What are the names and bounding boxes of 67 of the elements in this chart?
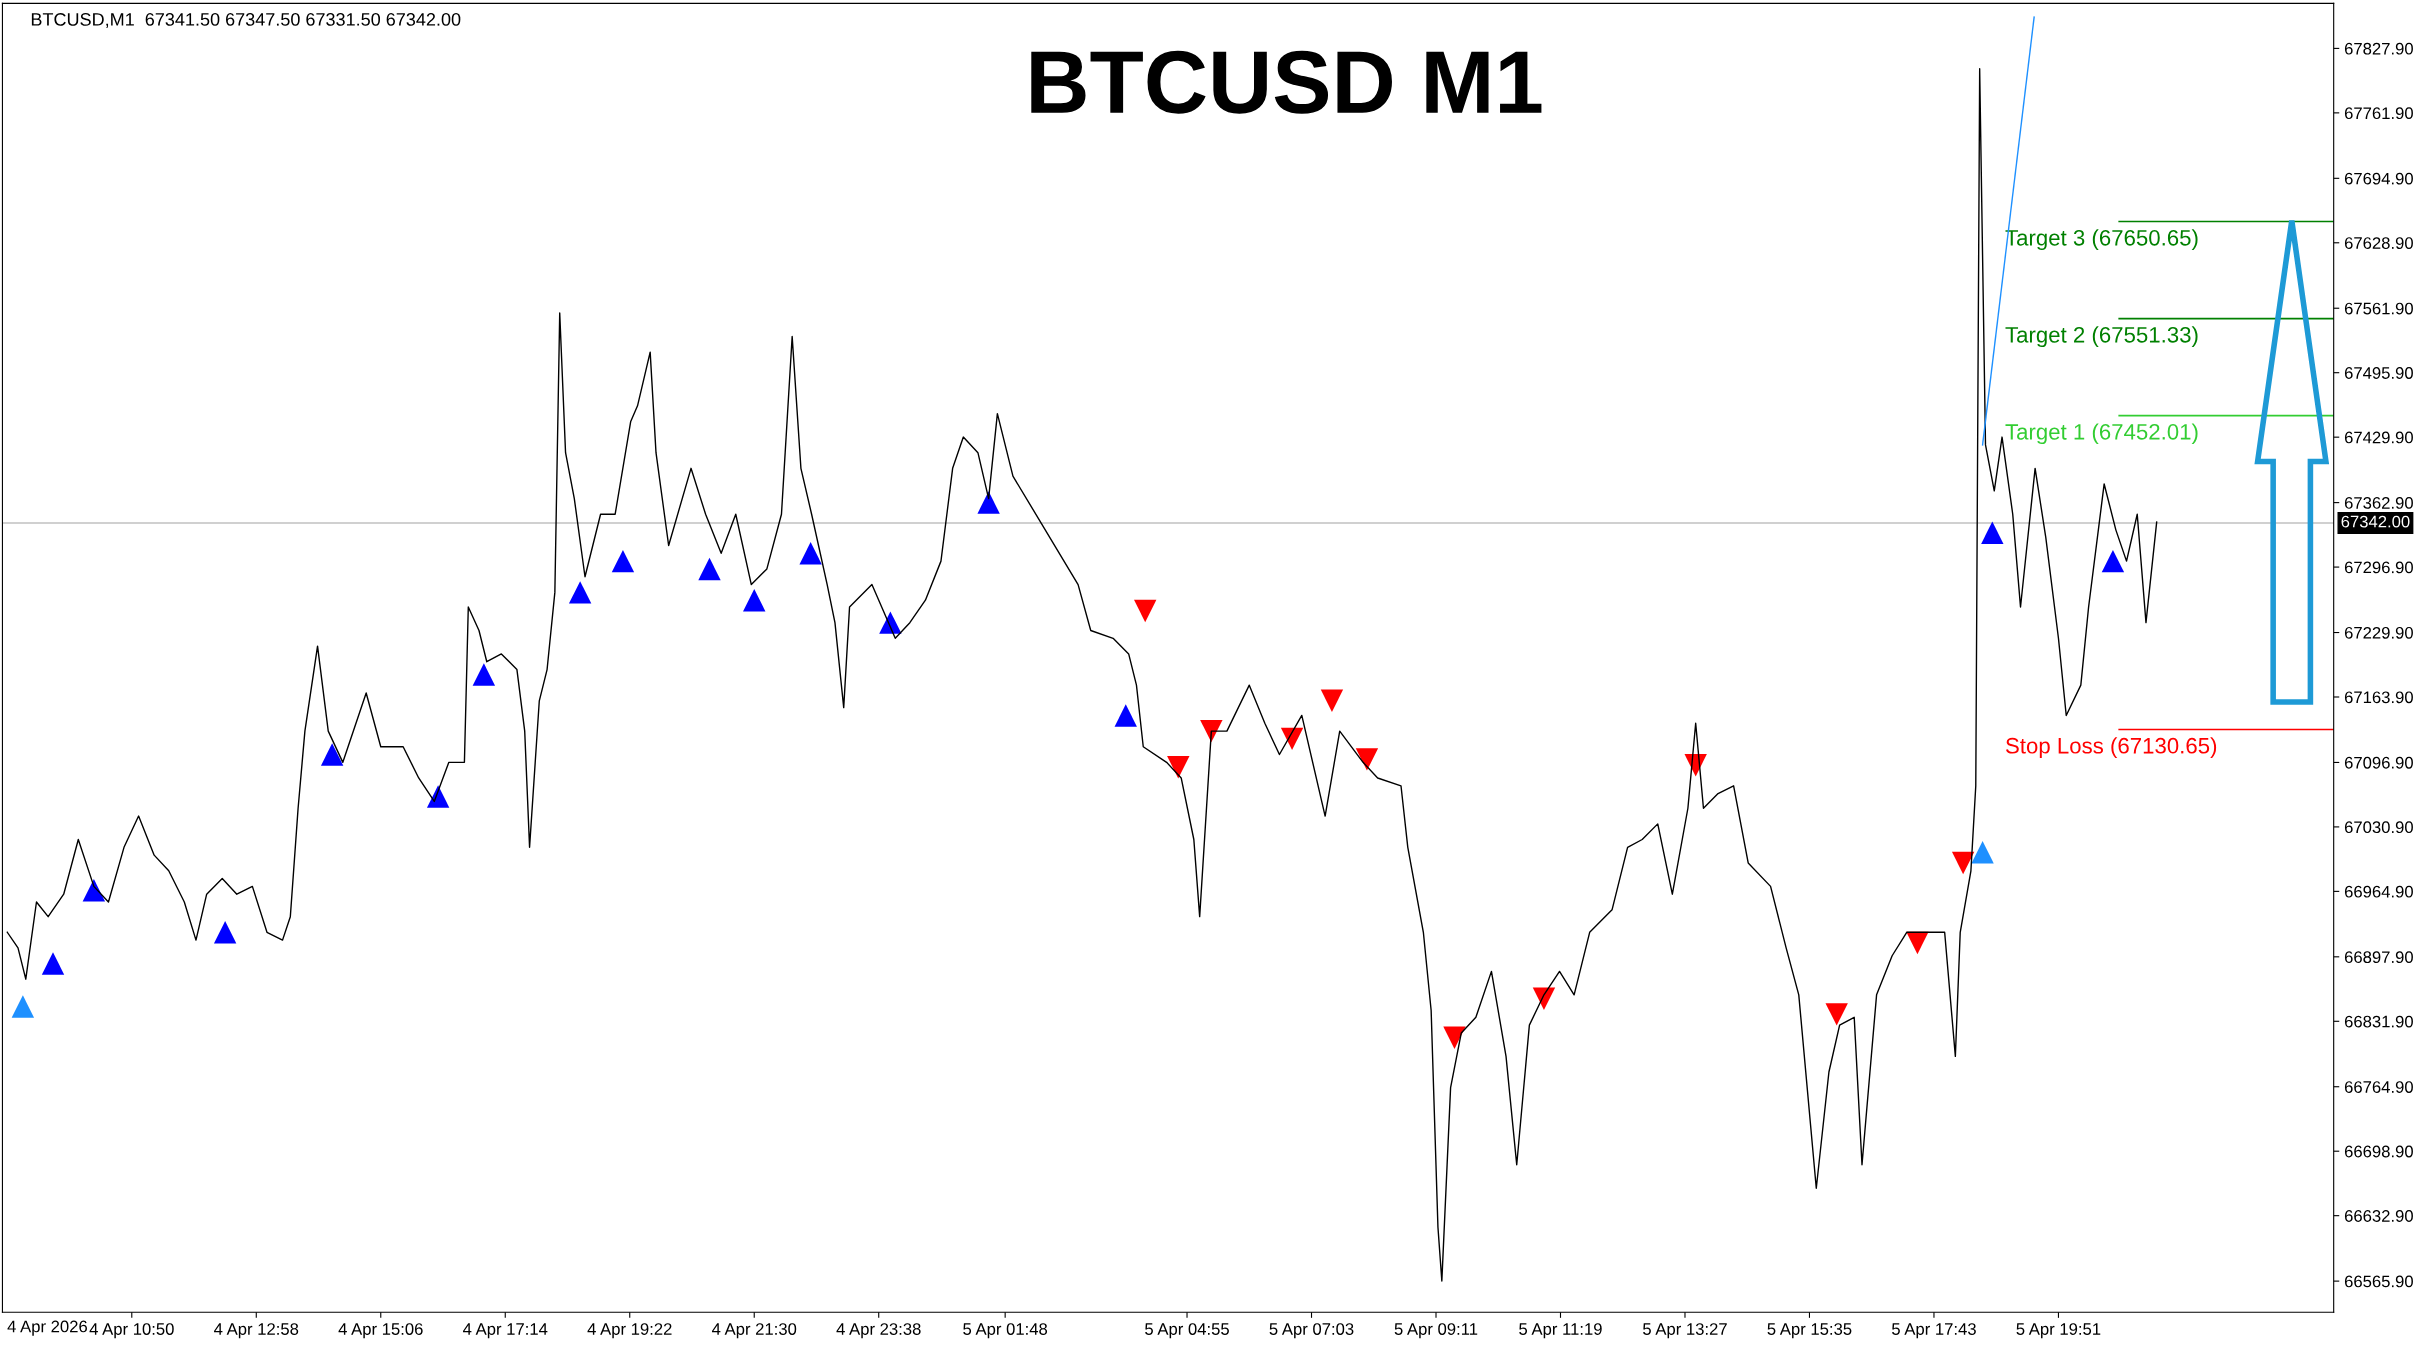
x-tick-label: 5 Apr 09:11: [1394, 1323, 1478, 1339]
point: [213, 921, 237, 944]
point: [426, 785, 450, 808]
y-tick-label: 67229.90: [2344, 626, 2413, 639]
point: [799, 542, 822, 565]
point: [1981, 521, 2004, 544]
point: [472, 663, 496, 686]
x-tick-label: 4 Apr 23:38: [836, 1323, 921, 1339]
x-tick-label: 4 Apr 21:30: [711, 1323, 797, 1339]
x-tick-label: 5 Apr 07:03: [1269, 1323, 1354, 1339]
x-tick-label: 4 Apr 19:22: [587, 1323, 672, 1339]
point: [1971, 841, 1994, 864]
ref-line-label: Target 1 (67452.01): [2005, 423, 2198, 445]
ref-line-label: 67342.00: [2341, 515, 2410, 528]
y-tick-label: 67694.90: [2344, 172, 2413, 185]
y-tick-label: 66964.90: [2344, 885, 2413, 898]
y-tick-label: 66632.90: [2344, 1210, 2413, 1222]
y-tick-label: 67495.90: [2344, 367, 2413, 379]
y-tick-label: 66831.90: [2344, 1015, 2413, 1028]
y-tick-label: 67362.90: [2344, 497, 2413, 509]
annotation: BTCUSD,M1 67341.50 67347.50 67331.50 67342.00: [31, 13, 461, 28]
point: [11, 995, 35, 1018]
ref-line-label: Target 2 (67551.33): [2005, 326, 2198, 348]
y-tick-label: 66764.90: [2344, 1081, 2413, 1093]
x-tick-label: 5 Apr 04:55: [1145, 1323, 1229, 1339]
point: [1134, 599, 1157, 623]
point: [879, 611, 902, 634]
x-tick-label: 5 Apr 13:27: [1643, 1323, 1727, 1339]
y-tick-label: 67761.90: [2344, 107, 2413, 120]
x-tick-label: 4 Apr 15:06: [338, 1323, 423, 1339]
ref-line-label: Stop Loss (67130.65): [2005, 737, 2217, 758]
point: [41, 952, 65, 975]
y-tick-label: 67163.90: [2344, 691, 2413, 704]
x-tick-label: 5 Apr 11:19: [1519, 1323, 1602, 1339]
y-tick-label: 67561.90: [2344, 302, 2413, 315]
y-tick-label: 66698.90: [2344, 1145, 2413, 1158]
text: 4 Apr 2026: [7, 1320, 87, 1336]
point: [1114, 704, 1137, 727]
y-tick-label: 66565.90: [2344, 1275, 2413, 1288]
y-tick-label: 67827.90: [2344, 42, 2413, 55]
x-tick-label: 5 Apr 15:35: [1767, 1323, 1852, 1339]
point: [1167, 756, 1190, 779]
x-tick-label: 4 Apr 10:50: [89, 1323, 174, 1339]
x-tick-label: 4 Apr 12:58: [214, 1323, 299, 1339]
point: [743, 589, 766, 612]
x-tick-label: 5 Apr 19:51: [2016, 1323, 2101, 1339]
point: [1443, 1026, 1466, 1049]
point: [1951, 851, 1975, 875]
point: [611, 549, 635, 573]
x-tick-label: 5 Apr 01:48: [963, 1323, 1048, 1339]
y-tick-label: 67030.90: [2344, 821, 2413, 834]
point: [977, 491, 1000, 514]
point: [1320, 689, 1344, 712]
point: [1825, 1003, 1848, 1026]
point: [1355, 748, 1379, 771]
y-tick-label: 66897.90: [2344, 951, 2413, 964]
point: [320, 743, 344, 766]
y-tick-label: 67296.90: [2344, 561, 2413, 574]
point: [698, 557, 721, 581]
y-tick-label: 67628.90: [2344, 237, 2413, 249]
point: [568, 581, 592, 604]
chart-title: BTCUSD M1: [1031, 50, 1542, 114]
y-tick-label: 67096.90: [2344, 756, 2413, 769]
point: [2101, 549, 2125, 573]
y-tick-label: 67429.90: [2344, 431, 2413, 444]
x-tick-label: 5 Apr 17:43: [1892, 1323, 1976, 1339]
x-tick-label: 4 Apr 17:14: [463, 1323, 548, 1339]
